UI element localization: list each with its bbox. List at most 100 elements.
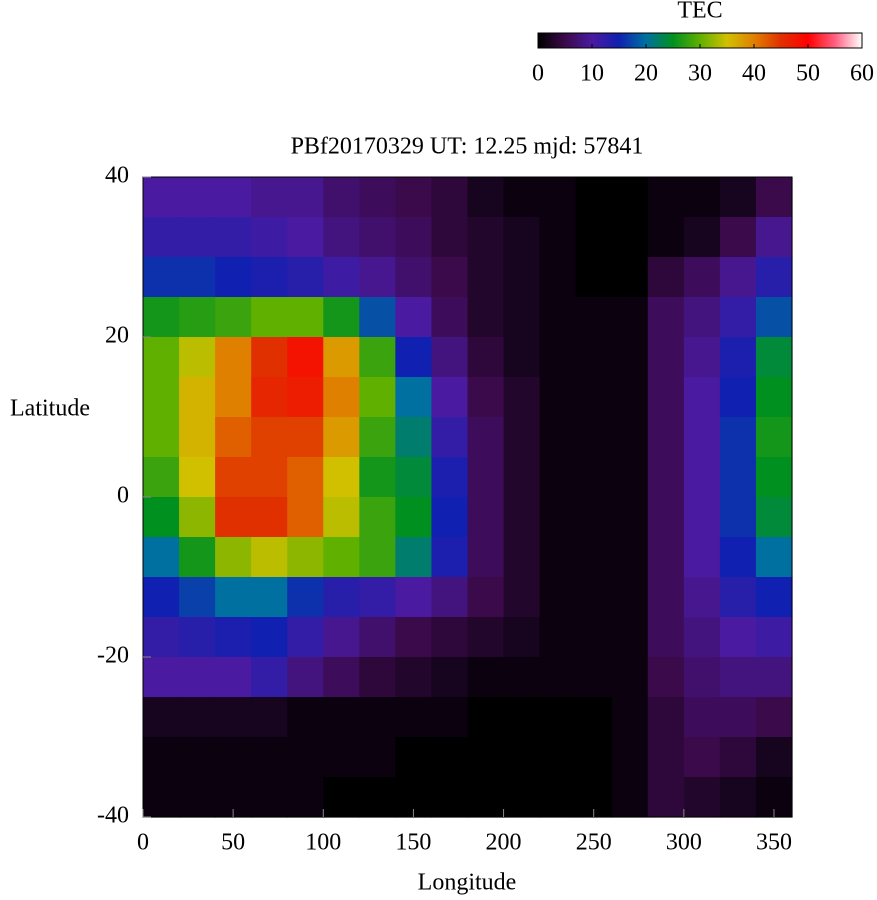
heatmap-cell xyxy=(359,337,396,378)
x-tick-label: 350 xyxy=(756,830,792,856)
heatmap-cell xyxy=(359,377,396,418)
heatmap-cell xyxy=(647,377,685,418)
heatmap-cell xyxy=(251,377,288,418)
heatmap-cell xyxy=(503,417,541,458)
heatmap-cell xyxy=(215,177,252,218)
heatmap-cell xyxy=(215,457,252,498)
heatmap-cell xyxy=(467,497,505,538)
heatmap-cell xyxy=(323,297,360,338)
heatmap-cell xyxy=(431,337,469,378)
heatmap-cell xyxy=(251,617,288,658)
heatmap-cell xyxy=(395,537,433,578)
heatmap-cell xyxy=(395,417,433,458)
heatmap-cell xyxy=(503,177,541,218)
heatmap-cell xyxy=(539,657,577,698)
heatmap-cell xyxy=(467,737,505,778)
heatmap-cell xyxy=(323,457,360,498)
heatmap-cell xyxy=(287,417,324,458)
heatmap-cell xyxy=(431,457,469,498)
heatmap-cell xyxy=(215,537,252,578)
colorbar-tick-label: 20 xyxy=(634,61,658,87)
heatmap-cell xyxy=(179,657,216,698)
heatmap-cell xyxy=(395,697,433,738)
heatmap-cell xyxy=(647,777,685,818)
x-tick-label: 50 xyxy=(221,830,245,856)
heatmap-cell xyxy=(575,417,613,458)
heatmap-cell xyxy=(143,377,180,418)
heatmap-cell xyxy=(575,217,613,258)
heatmap-cell xyxy=(539,337,577,378)
heatmap-cell xyxy=(143,177,180,218)
heatmap-cell xyxy=(647,617,685,658)
heatmap-cell xyxy=(575,457,613,498)
heatmap-cell xyxy=(611,177,649,218)
heatmap-cell xyxy=(683,337,721,378)
heatmap-cell xyxy=(719,297,757,338)
heatmap-cell xyxy=(359,177,396,218)
heatmap-cell xyxy=(719,217,757,258)
heatmap-cell xyxy=(539,617,577,658)
heatmap-cell xyxy=(647,177,685,218)
heatmap-cell xyxy=(755,217,793,258)
heatmap-cell xyxy=(611,217,649,258)
heatmap-cell xyxy=(431,777,469,818)
heatmap-cell xyxy=(323,417,360,458)
x-tick-label: 300 xyxy=(666,830,702,856)
heatmap-cell xyxy=(467,257,505,298)
heatmap-cell xyxy=(179,457,216,498)
heatmap-cell xyxy=(467,697,505,738)
heatmap-cell xyxy=(395,257,433,298)
heatmap-cell xyxy=(683,657,721,698)
heatmap-cell xyxy=(647,577,685,618)
heatmap-cell xyxy=(719,257,757,298)
heatmap-cell xyxy=(215,377,252,418)
heatmap-cell xyxy=(647,737,685,778)
heatmap-cell xyxy=(611,377,649,418)
heatmap-cell xyxy=(395,577,433,618)
heatmap-cell xyxy=(719,417,757,458)
heatmap-cell xyxy=(467,457,505,498)
heatmap-cell xyxy=(539,697,577,738)
heatmap-cell xyxy=(539,777,577,818)
heatmap-cell xyxy=(179,777,216,818)
heatmap-cell xyxy=(683,177,721,218)
heatmap-cell xyxy=(611,657,649,698)
heatmap-cell xyxy=(539,177,577,218)
x-tick-label: 150 xyxy=(395,830,431,856)
heatmap-cell xyxy=(431,417,469,458)
heatmap-cell xyxy=(287,497,324,538)
heatmap-cell xyxy=(143,417,180,458)
heatmap-cell xyxy=(467,297,505,338)
heatmap-cell xyxy=(755,657,793,698)
y-tick-label: 20 xyxy=(105,323,129,349)
heatmap-cell xyxy=(719,537,757,578)
heatmap-cell xyxy=(359,577,396,618)
colorbar-tick-label: 50 xyxy=(796,61,820,87)
heatmap-cell xyxy=(215,577,252,618)
colorbar-tick-label: 10 xyxy=(580,61,604,87)
heatmap-cell xyxy=(431,617,469,658)
heatmap-cell xyxy=(647,457,685,498)
heatmap-cell xyxy=(431,177,469,218)
heatmap-cell xyxy=(431,497,469,538)
heatmap-cell xyxy=(179,617,216,658)
heatmap-cell xyxy=(359,697,396,738)
heatmap-cell xyxy=(143,697,180,738)
heatmap-cell xyxy=(395,217,433,258)
heatmap-cell xyxy=(143,297,180,338)
heatmap-cell xyxy=(575,657,613,698)
heatmap-cell xyxy=(647,257,685,298)
heatmap-cell xyxy=(179,297,216,338)
heatmap-cell xyxy=(179,497,216,538)
heatmap-cell xyxy=(287,217,324,258)
heatmap-cell xyxy=(611,337,649,378)
heatmap-cell xyxy=(287,337,324,378)
heatmap-cell xyxy=(143,337,180,378)
heatmap-cell xyxy=(683,497,721,538)
heatmap-cell xyxy=(287,737,324,778)
x-tick-label: 100 xyxy=(305,830,341,856)
heatmap-cell xyxy=(323,497,360,538)
heatmap-cell xyxy=(647,297,685,338)
heatmap-cell xyxy=(359,777,396,818)
colorbar-tick-label: 0 xyxy=(532,61,544,87)
